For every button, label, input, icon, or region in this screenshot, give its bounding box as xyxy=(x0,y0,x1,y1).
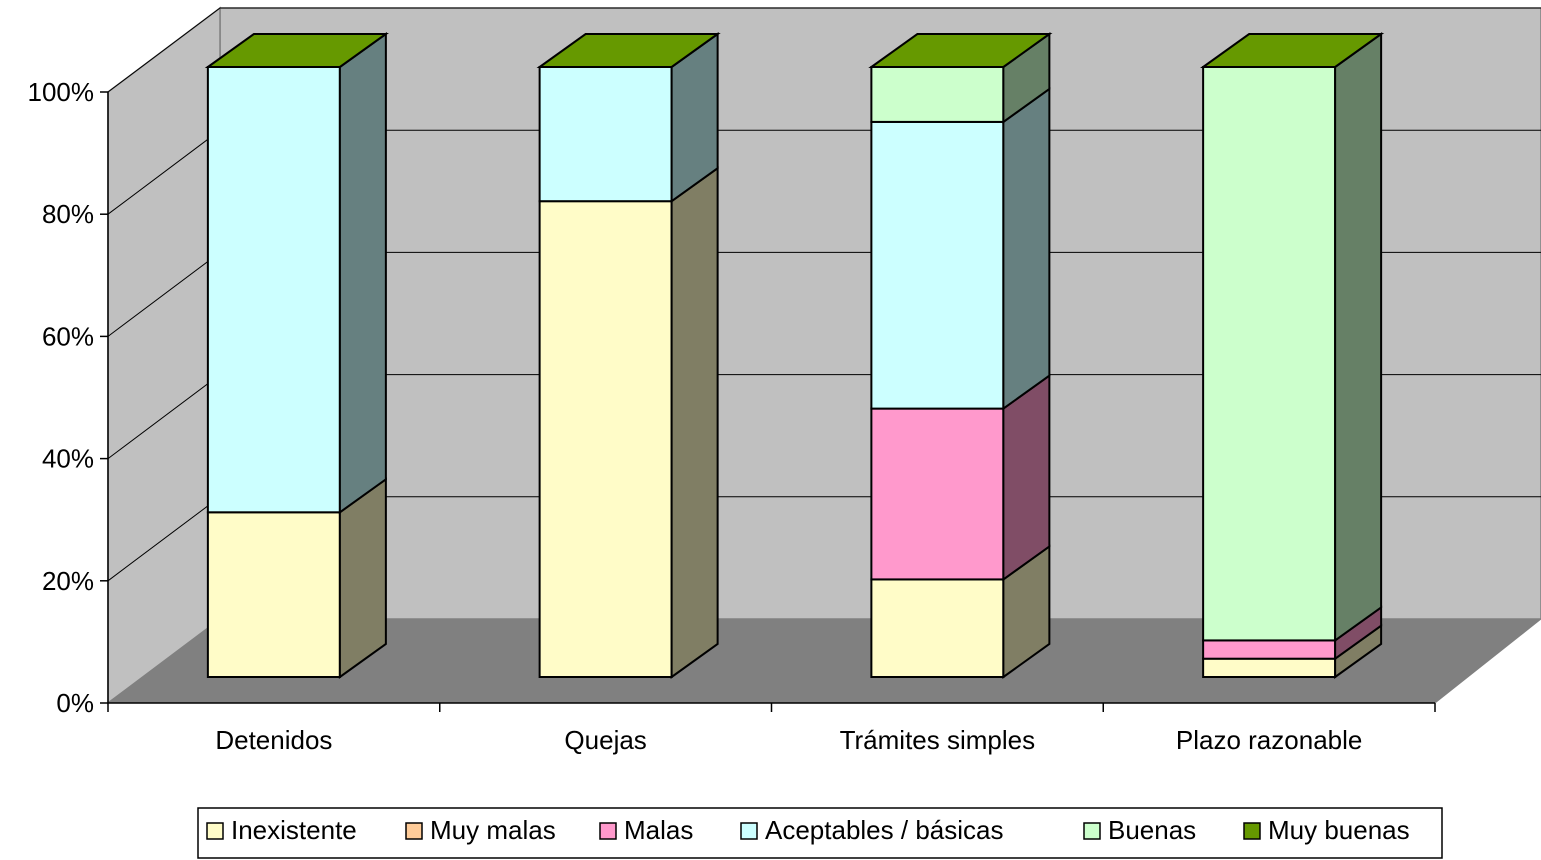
legend-label: Malas xyxy=(624,815,693,845)
legend-label: Inexistente xyxy=(231,815,357,845)
bar-stack xyxy=(204,32,389,679)
x-tick-label: Detenidos xyxy=(215,725,332,755)
bar-segment xyxy=(1202,66,1337,642)
legend-label: Buenas xyxy=(1108,815,1196,845)
y-tick-label: 20% xyxy=(42,566,94,596)
bar-segment xyxy=(538,200,673,678)
y-tick-label: 0% xyxy=(56,688,94,718)
bar-top xyxy=(536,33,721,68)
bar-segment xyxy=(1202,639,1337,660)
bar-segment xyxy=(870,66,1005,123)
bar-segment-side xyxy=(338,32,387,515)
bars xyxy=(204,32,1385,679)
legend-label: Muy malas xyxy=(430,815,556,845)
y-tick-label: 100% xyxy=(28,77,95,107)
gridline-side xyxy=(107,251,221,337)
legend-swatch xyxy=(599,822,617,840)
x-axis: Detenidos Quejas Trámites simples Plazo raz… xyxy=(107,702,1436,755)
bar-segment xyxy=(538,66,673,203)
legend: Inexistente Muy malas Malas Aceptables / bá… xyxy=(197,807,1443,859)
bar-top xyxy=(868,33,1053,68)
bar-segment-side xyxy=(1334,32,1383,643)
bar-segment xyxy=(1202,657,1337,679)
bar-segment xyxy=(870,578,1005,679)
bar-stack xyxy=(1200,32,1385,679)
bar-segment-side xyxy=(1002,86,1051,411)
bar-segment xyxy=(206,66,341,514)
bar-segment-side xyxy=(670,166,719,679)
legend-swatch xyxy=(1083,822,1101,840)
bar-stack xyxy=(868,32,1053,679)
legend-label: Muy buenas xyxy=(1268,815,1410,845)
gridline-side xyxy=(107,496,221,582)
y-axis: 0% 20% 40% 60% 80% 100% xyxy=(28,77,109,718)
y-tick-label: 40% xyxy=(42,444,94,474)
bar-stack xyxy=(536,32,721,679)
y-tick-label: 60% xyxy=(42,321,94,351)
bar-top xyxy=(204,33,389,68)
legend-swatch xyxy=(740,822,758,840)
legend-swatch xyxy=(1243,822,1261,840)
legend-label: Aceptables / básicas xyxy=(765,815,1003,845)
bar-top xyxy=(1200,33,1385,68)
legend-swatch xyxy=(206,822,224,840)
bar-segment-side xyxy=(1002,373,1051,582)
bar-segment xyxy=(870,120,1005,410)
gridline-side xyxy=(107,129,221,215)
y-tick-label: 80% xyxy=(42,199,94,229)
gridline-side xyxy=(107,7,221,93)
bar-segment-side xyxy=(338,477,387,679)
x-tick-label: Plazo razonable xyxy=(1176,725,1362,755)
bar-segment xyxy=(206,511,341,678)
legend-swatch xyxy=(405,822,423,840)
side-wall xyxy=(107,6,221,705)
x-tick-label: Trámites simples xyxy=(840,725,1036,755)
x-tick-label: Quejas xyxy=(564,725,646,755)
bar-segment xyxy=(870,407,1005,581)
gridline-side xyxy=(107,374,221,460)
